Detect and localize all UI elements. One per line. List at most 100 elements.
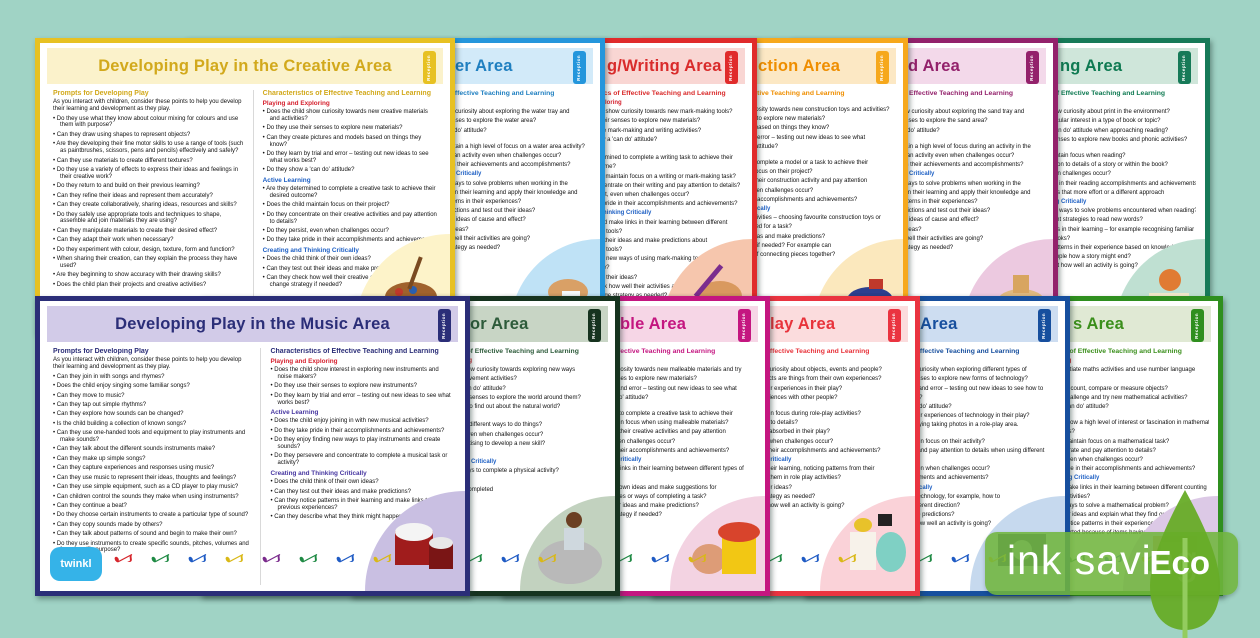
illustration-shape: [566, 512, 582, 528]
text-line: • maintain focus on a mathematical task?: [1060, 438, 1170, 445]
text-line: • ir ideas?: [895, 226, 922, 233]
bullet: • Does the child enjoy joining in with n…: [270, 418, 429, 425]
bullet: • Do they use a variety of effects to ex…: [53, 167, 239, 180]
line-gap: [457, 450, 606, 457]
text-line: • ow curiosity about exploring the water…: [442, 109, 570, 116]
text-line: • patterns in their experiences?: [895, 198, 978, 205]
text-line: • ntain focus on their activity?: [907, 438, 985, 445]
bullet: • Can they test out their ideas and make…: [270, 488, 411, 495]
illustration-shape: [718, 522, 760, 542]
section-heading: Active Learning: [270, 409, 319, 417]
twinkl-logo: twinkl: [50, 547, 102, 581]
line-gap: [745, 153, 894, 160]
text-line: king Critically: [895, 171, 935, 178]
age-tab-label: Reception: [576, 54, 582, 81]
text-line: king Critically: [442, 171, 482, 178]
bullet: • Do they take pride in their accomplish…: [262, 237, 437, 244]
text-line: ng: [907, 358, 1056, 365]
line-gap: [442, 137, 591, 144]
text-line: • s focus on their project?: [745, 169, 813, 176]
age-tab-label: Reception: [1194, 312, 1200, 339]
line-gap: [907, 432, 1056, 439]
music-note-icon: ♪: [107, 545, 140, 573]
bullet: • Can they move to music?: [53, 392, 125, 399]
text-line: • their experiences of technology in the…: [907, 413, 1030, 420]
text-line: • 'can do' attitude when approaching rea…: [1047, 127, 1169, 134]
bullet: • Can they notice patterns in their lear…: [270, 497, 431, 511]
text-line: Exploring: [594, 100, 622, 107]
text-line: • edictions and test out their ideas?: [442, 208, 536, 215]
text-line: • ith an activity even when challenges o…: [895, 153, 1015, 159]
text-line: Critically: [907, 485, 1056, 492]
text-line: • ivities or ways of completing a task?: [607, 493, 707, 500]
text-line: • ies?: [1060, 429, 1209, 436]
card-title: ction Area: [758, 56, 841, 75]
text-line: • ls based on things they know?: [745, 125, 830, 132]
text-line: • an do' attitude?: [442, 127, 487, 134]
age-group-tab: Reception: [1026, 51, 1039, 84]
text-line: • show a high level of interest or fasci…: [1060, 420, 1209, 427]
illustration-shape: [1013, 275, 1029, 293]
text-line: • o' attitude?: [745, 143, 778, 150]
text-line: • nd absorbed in their play?: [757, 429, 830, 436]
text-line: • strategy as needed?: [757, 493, 816, 500]
age-group-tab: Reception: [725, 51, 738, 84]
bullet: • Do they choose certain instruments to …: [53, 512, 249, 519]
text-line: • show curiosity towards exploring new w…: [457, 367, 576, 374]
text-line: • ntain focus during role-play activitie…: [757, 411, 861, 417]
text-line: • se them in role play activities?: [757, 475, 841, 482]
text-line: • redictions and test out their ideas?: [895, 208, 991, 215]
age-tab-label: Reception: [591, 312, 597, 339]
text-line: • make links in their learning between d…: [1060, 484, 1207, 491]
text-line: • ls?: [607, 475, 756, 482]
text-line: • 'can do' attitude?: [457, 385, 506, 392]
age-tab-label: Reception: [728, 54, 734, 81]
line-gap: [607, 404, 756, 411]
text-line: • n do' attitude?: [607, 394, 649, 401]
text-line: • activities – choosing favourite constr…: [745, 215, 881, 222]
prompts-heading: Prompts for Developing Play: [53, 90, 149, 97]
age-group-tab: Reception: [588, 309, 601, 342]
illustration-shape: [395, 288, 403, 296]
age-tab-label: Reception: [441, 312, 447, 339]
text-line: • periences with other people?: [757, 394, 838, 401]
text-line: • ate mark-making and writing activities…: [594, 127, 702, 134]
text-line: • ed to complete a creative task to achi…: [607, 411, 733, 417]
bullet: • Can they copy sounds made by others?: [53, 521, 163, 528]
bullet: • Can they make up simple songs?: [53, 455, 146, 462]
text-line: • ng tools?: [594, 228, 623, 235]
text-line: • o complete a model or a task to achiev…: [745, 160, 869, 166]
section-heading: Active Learning: [262, 177, 311, 184]
bullet: • Do they experiment with colour, design…: [53, 246, 235, 253]
text-line: • ake predictions?: [907, 512, 955, 519]
card-title: s Area: [1073, 314, 1125, 333]
bullet: • Can they use one-handed tools and equi…: [53, 430, 246, 444]
text-line: • s their learning, noticing patterns fr…: [757, 466, 875, 473]
hopscotch-child-illustration: [520, 496, 615, 591]
text-line: • te and pay attention to details when u…: [907, 447, 1045, 454]
visible-text-strip: f Effective Teaching and Learning g • curi…: [607, 348, 756, 587]
text-line: • even when challenges occur?: [907, 466, 990, 473]
visible-text-strip: ffective Teaching and Learning • uriosity…: [745, 90, 894, 325]
drum-illustration: [365, 491, 465, 591]
text-line: • their ideas?: [757, 484, 792, 491]
age-tab-label: Reception: [879, 54, 885, 81]
bullet: • Can they manipulate materials to creat…: [53, 227, 218, 234]
age-tab-label: Reception: [1041, 312, 1047, 339]
card-title: d Area: [908, 56, 960, 75]
text-line: istics of Effective Teaching and Learnin…: [594, 90, 726, 97]
card-title: ble Area: [620, 314, 687, 333]
text-line: • hild make links in their learning betw…: [594, 219, 728, 226]
text-line: • strategy as needed?: [895, 244, 954, 251]
visible-text-strip: s of Effective Teaching and Learning ring…: [895, 90, 1044, 325]
text-line: • de in their reading accomplishments an…: [1047, 180, 1196, 187]
text-line: • d ways to solve problems when working …: [895, 180, 1021, 187]
bullet: • Can children control the sounds they m…: [53, 493, 239, 500]
text-line: • w well their activities are going?: [895, 235, 984, 242]
text-line: ring: [1060, 358, 1209, 365]
text-line: cs of Effective Teaching and Learning: [457, 348, 579, 355]
bullet: • Can they use music to represent their …: [53, 474, 237, 481]
text-line: • eck how well their activities are goin…: [594, 283, 700, 290]
line-gap: [745, 100, 894, 107]
text-line: • ks in their learning and apply their k…: [442, 189, 578, 196]
